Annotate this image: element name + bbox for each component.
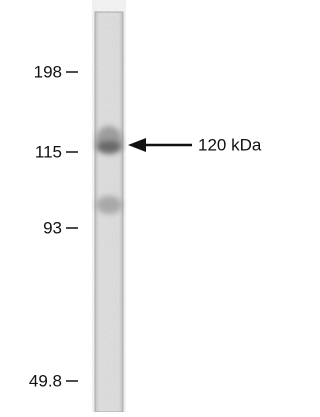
marker-label: 198 bbox=[34, 62, 62, 81]
marker-ladder: 198 115 93 49.8 bbox=[29, 62, 78, 390]
lane bbox=[95, 12, 123, 412]
arrow-head bbox=[128, 138, 146, 152]
western-blot: 198 115 93 49.8 120 kDa bbox=[0, 0, 300, 412]
marker-label: 115 bbox=[35, 142, 62, 161]
marker-label: 93 bbox=[43, 218, 62, 237]
annotation: 120 kDa bbox=[128, 135, 262, 154]
band bbox=[96, 196, 122, 214]
band bbox=[96, 141, 122, 153]
annotation-label: 120 kDa bbox=[198, 135, 262, 154]
marker-label: 49.8 bbox=[29, 371, 62, 390]
